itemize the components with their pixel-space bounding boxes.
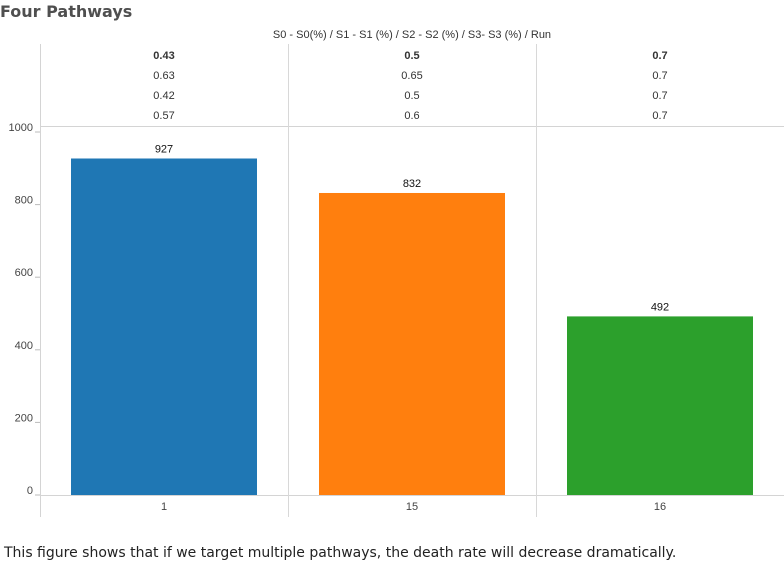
data-label: 492 [651, 301, 669, 313]
header-cell: 0.5 [404, 90, 419, 102]
header-table: 0.43 0.5 0.7 0.63 0.65 0.7 0.42 0.5 0.7 0.57 0.6 0.… [153, 50, 667, 122]
x-axis: 1 15 16 [161, 501, 666, 513]
header-cell: 0.7 [652, 70, 667, 82]
y-tick-label: 800 [15, 195, 33, 207]
header-cell: 0.42 [153, 90, 174, 102]
bar [319, 192, 505, 495]
x-tick-label: 1 [161, 501, 167, 513]
chart-title: Four Pathways [0, 2, 133, 21]
header-cell: 0.7 [652, 50, 667, 62]
header-cell: 0.6 [404, 110, 419, 122]
bar-chart: 0.43 0.5 0.7 0.63 0.65 0.7 0.42 0.5 0.7 0.57 0.6 0.… [9, 44, 784, 517]
x-tick-label: 15 [406, 501, 418, 513]
header-cell: 0.5 [404, 50, 419, 62]
y-tick-label: 1000 [9, 122, 33, 134]
figure-caption: This figure shows that if we target mult… [4, 545, 677, 561]
y-tick-label: 0 [27, 485, 33, 497]
x-tick-label: 16 [654, 501, 666, 513]
chart-frame [40, 44, 784, 517]
header-cell: 0.7 [652, 90, 667, 102]
bars [71, 158, 753, 495]
data-label: 832 [403, 178, 421, 190]
data-labels: 927 832 492 [155, 143, 669, 313]
y-tick-label: 400 [15, 340, 33, 352]
bar [71, 158, 257, 495]
header-dimension-title: S0 - S0(%) / S1 - S1 (%) / S2 - S2 (%) /… [272, 29, 552, 41]
y-tick-label: 600 [15, 267, 33, 279]
y-tick-label: 200 [15, 412, 33, 424]
y-axis: 0 200 400 600 800 1000 [9, 122, 40, 497]
header-cell: 0.57 [153, 110, 174, 122]
header-cell: 0.63 [153, 70, 174, 82]
header-cell: 0.7 [652, 110, 667, 122]
header-cell: 0.43 [153, 50, 174, 62]
bar [567, 316, 753, 495]
data-label: 927 [155, 143, 173, 155]
header-cell: 0.65 [401, 70, 422, 82]
